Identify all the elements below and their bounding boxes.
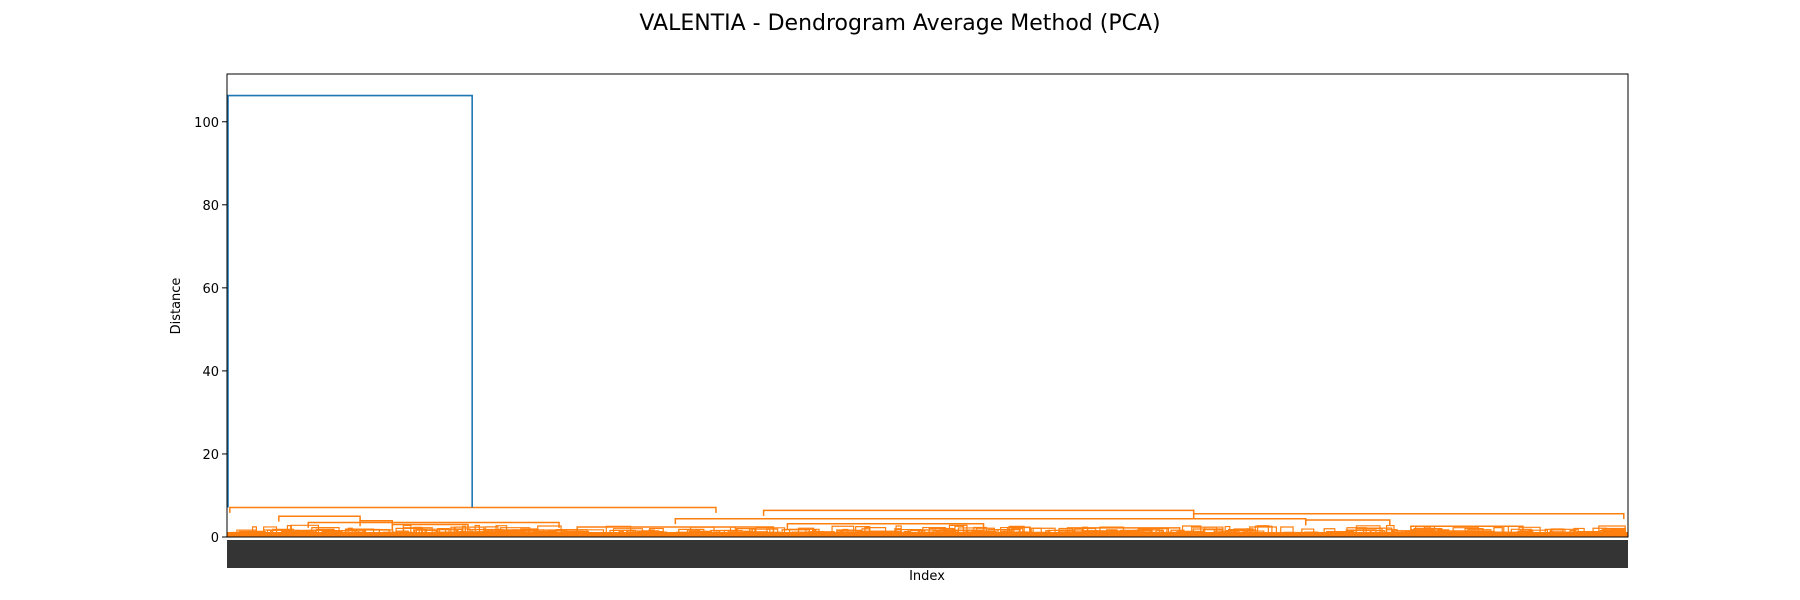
cluster-link [1410,525,1524,532]
cluster-link [391,523,469,530]
cluster-branch [402,524,412,537]
cluster-link [1192,512,1625,520]
cluster-link [1305,519,1391,526]
plot-area-frame [226,73,1629,538]
cluster-link [786,522,985,530]
cluster-branch [1181,525,1202,537]
cluster-link [278,515,361,522]
y-tick-label: 40 [202,365,219,380]
cluster-link [576,526,775,533]
root-merge-link [227,94,473,508]
chart-title: VALENTIA - Dendrogram Average Method (PC… [639,11,1160,36]
y-tick-label: 100 [194,116,219,131]
y-tick-label: 20 [202,448,219,463]
leaf-label-band [227,540,1628,568]
cluster-base-band [227,532,1628,537]
cluster-link [359,520,394,527]
cluster-branch [1249,526,1278,537]
y-tick-label: 60 [202,282,219,297]
dendrogram-branches [227,94,1628,537]
cluster-branch [1280,526,1294,537]
cluster-branch [263,526,278,537]
cluster-link [307,521,560,528]
cluster-branch [1009,525,1025,537]
leaf-labels [227,540,1628,568]
y-axis-ticks: 0 20 40 60 80 100 [194,116,227,546]
y-tick-label: 0 [211,531,219,546]
cluster-link [674,517,1307,525]
cluster-link [1066,527,1181,534]
y-tick-label: 80 [202,199,219,214]
cluster-link [229,506,717,513]
y-axis-label: Distance [169,278,184,335]
x-axis-label: Index [909,569,945,584]
cluster-link [762,509,1195,516]
